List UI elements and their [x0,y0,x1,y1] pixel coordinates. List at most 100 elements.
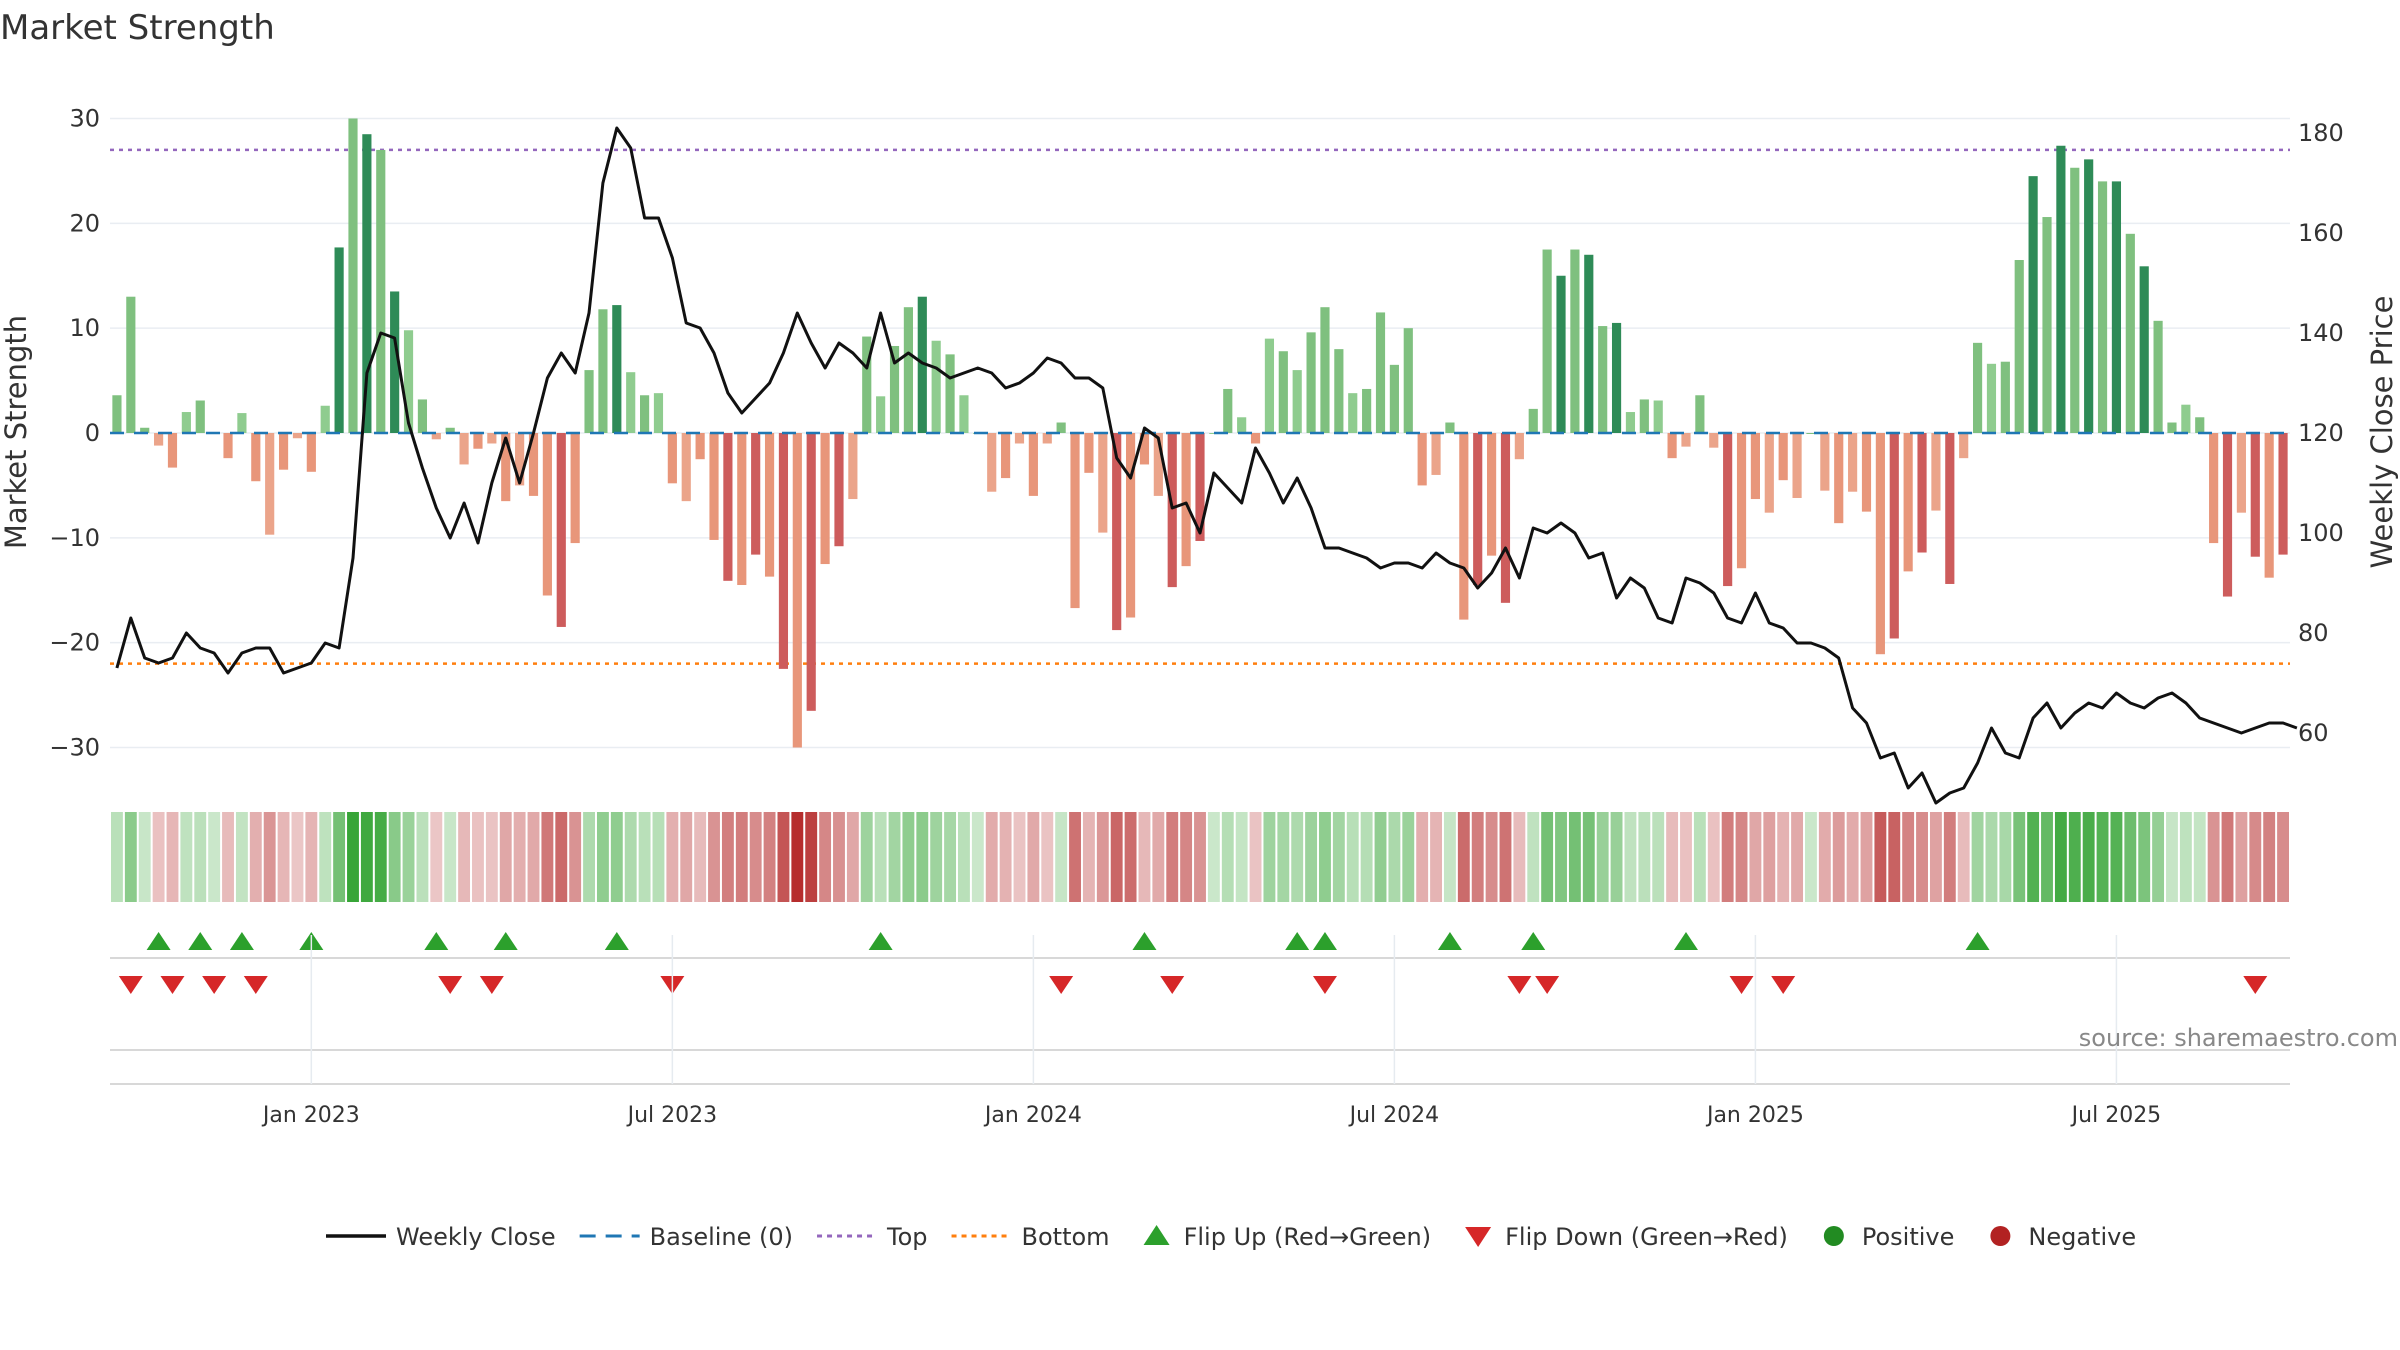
x-tick-label: Jul 2023 [626,1103,718,1128]
heat-cell [1624,812,1637,902]
heat-cell [805,812,818,902]
strength-bar [1709,433,1719,448]
strength-bar [473,433,483,449]
strength-bar [640,395,650,433]
heat-cell [541,812,554,902]
strength-bar [1014,433,1025,444]
heat-cell [333,812,346,902]
flip-up-marker [1521,932,1546,950]
heat-cell [1638,812,1651,902]
strength-bar [528,433,539,496]
heat-cell [1360,812,1373,902]
flip-up-marker [424,932,449,950]
flip-up-marker [604,932,629,950]
heat-cell [1749,812,1762,902]
strength-bar [2042,217,2052,433]
heat-cell [1041,812,1054,902]
heat-cell [430,812,443,902]
strength-bar [1806,433,1816,434]
heat-cell [985,812,998,902]
strength-bar [403,330,414,433]
heat-cell [1485,812,1498,902]
strength-bar [1056,422,1066,433]
heat-cell [555,812,568,902]
flip-up-marker [1285,932,1310,950]
strength-bar [320,405,330,433]
heat-cell [208,812,221,902]
legend-item-negative: Negative [1990,1223,2136,1251]
y-tick-label: 30 [69,104,100,132]
strength-bar [223,433,233,459]
y-tick-label: 0 [85,419,100,447]
heat-cell [1846,812,1859,902]
heat-cell [1277,812,1290,902]
legend-swatch [1143,1225,1170,1245]
strength-bar [1917,433,1927,553]
flip-down-marker [2243,976,2268,994]
flip-markers-panel [110,932,2290,994]
y-axis-title: Market Strength [0,315,33,549]
reference-lines [110,148,2290,665]
strength-bar [1972,342,1983,433]
heat-cell [2138,812,2151,902]
heat-cell [111,812,123,902]
flip-down-marker [1312,976,1337,994]
strength-bar [1792,433,1802,498]
y2-tick-label: 100 [2298,519,2344,547]
strength-bar [1292,370,1302,433]
strength-bar [1834,433,1844,524]
strength-bar [515,433,525,486]
flip-down-marker [160,976,185,994]
strength-bar [1903,433,1913,572]
strength-bar [501,433,511,502]
strength-bar [181,412,191,433]
heat-cell [1874,812,1887,902]
heat-cell [888,812,901,902]
heat-cell [1082,812,1095,902]
heat-cell [319,812,332,902]
heat-cell [819,812,832,902]
heat-cell [2263,812,2276,902]
strength-bar [278,433,289,470]
heat-cell [1291,812,1304,902]
heat-cell [1957,812,1970,902]
heat-cell [1388,812,1401,902]
strength-bar [1750,433,1760,500]
strength-bar [987,433,997,492]
heat-cell [721,812,734,902]
strength-bar [2278,433,2288,555]
source-note: source: sharemaestro.com [2079,1024,2398,1052]
strength-bar [112,395,122,433]
heat-cell [1221,812,1234,902]
heat-cell [2221,812,2234,902]
strength-bar [1584,254,1594,433]
strength-bar [1556,275,1566,433]
strength-bar [1348,393,1358,433]
legend-label: Negative [2028,1223,2136,1251]
strength-bar [2125,233,2135,433]
x-tick-label: Jul 2024 [1348,1103,1440,1128]
strength-bar [681,433,691,502]
strength-bar [2222,433,2233,597]
heat-cell [166,812,179,902]
strength-bar [2000,361,2010,433]
y2-tick-label: 120 [2298,419,2344,447]
strength-bar [612,305,622,433]
heat-cell [263,812,276,902]
heat-cell [1457,812,1470,902]
strength-bar [667,433,677,484]
strength-bar [306,433,316,472]
strength-bar [1625,412,1636,433]
strength-bar [1959,433,1969,459]
y-tick-label: −30 [49,734,100,762]
strength-bar [1528,408,1538,433]
strength-bar [1848,433,1858,492]
heat-cell [1902,812,1915,902]
heat-cell [833,812,845,902]
strength-bar [598,309,608,433]
heat-cell [708,812,720,902]
heat-cell [472,812,484,902]
flip-up-marker [868,932,893,950]
strength-bar [1334,349,1344,433]
strength-bar [1362,388,1372,433]
